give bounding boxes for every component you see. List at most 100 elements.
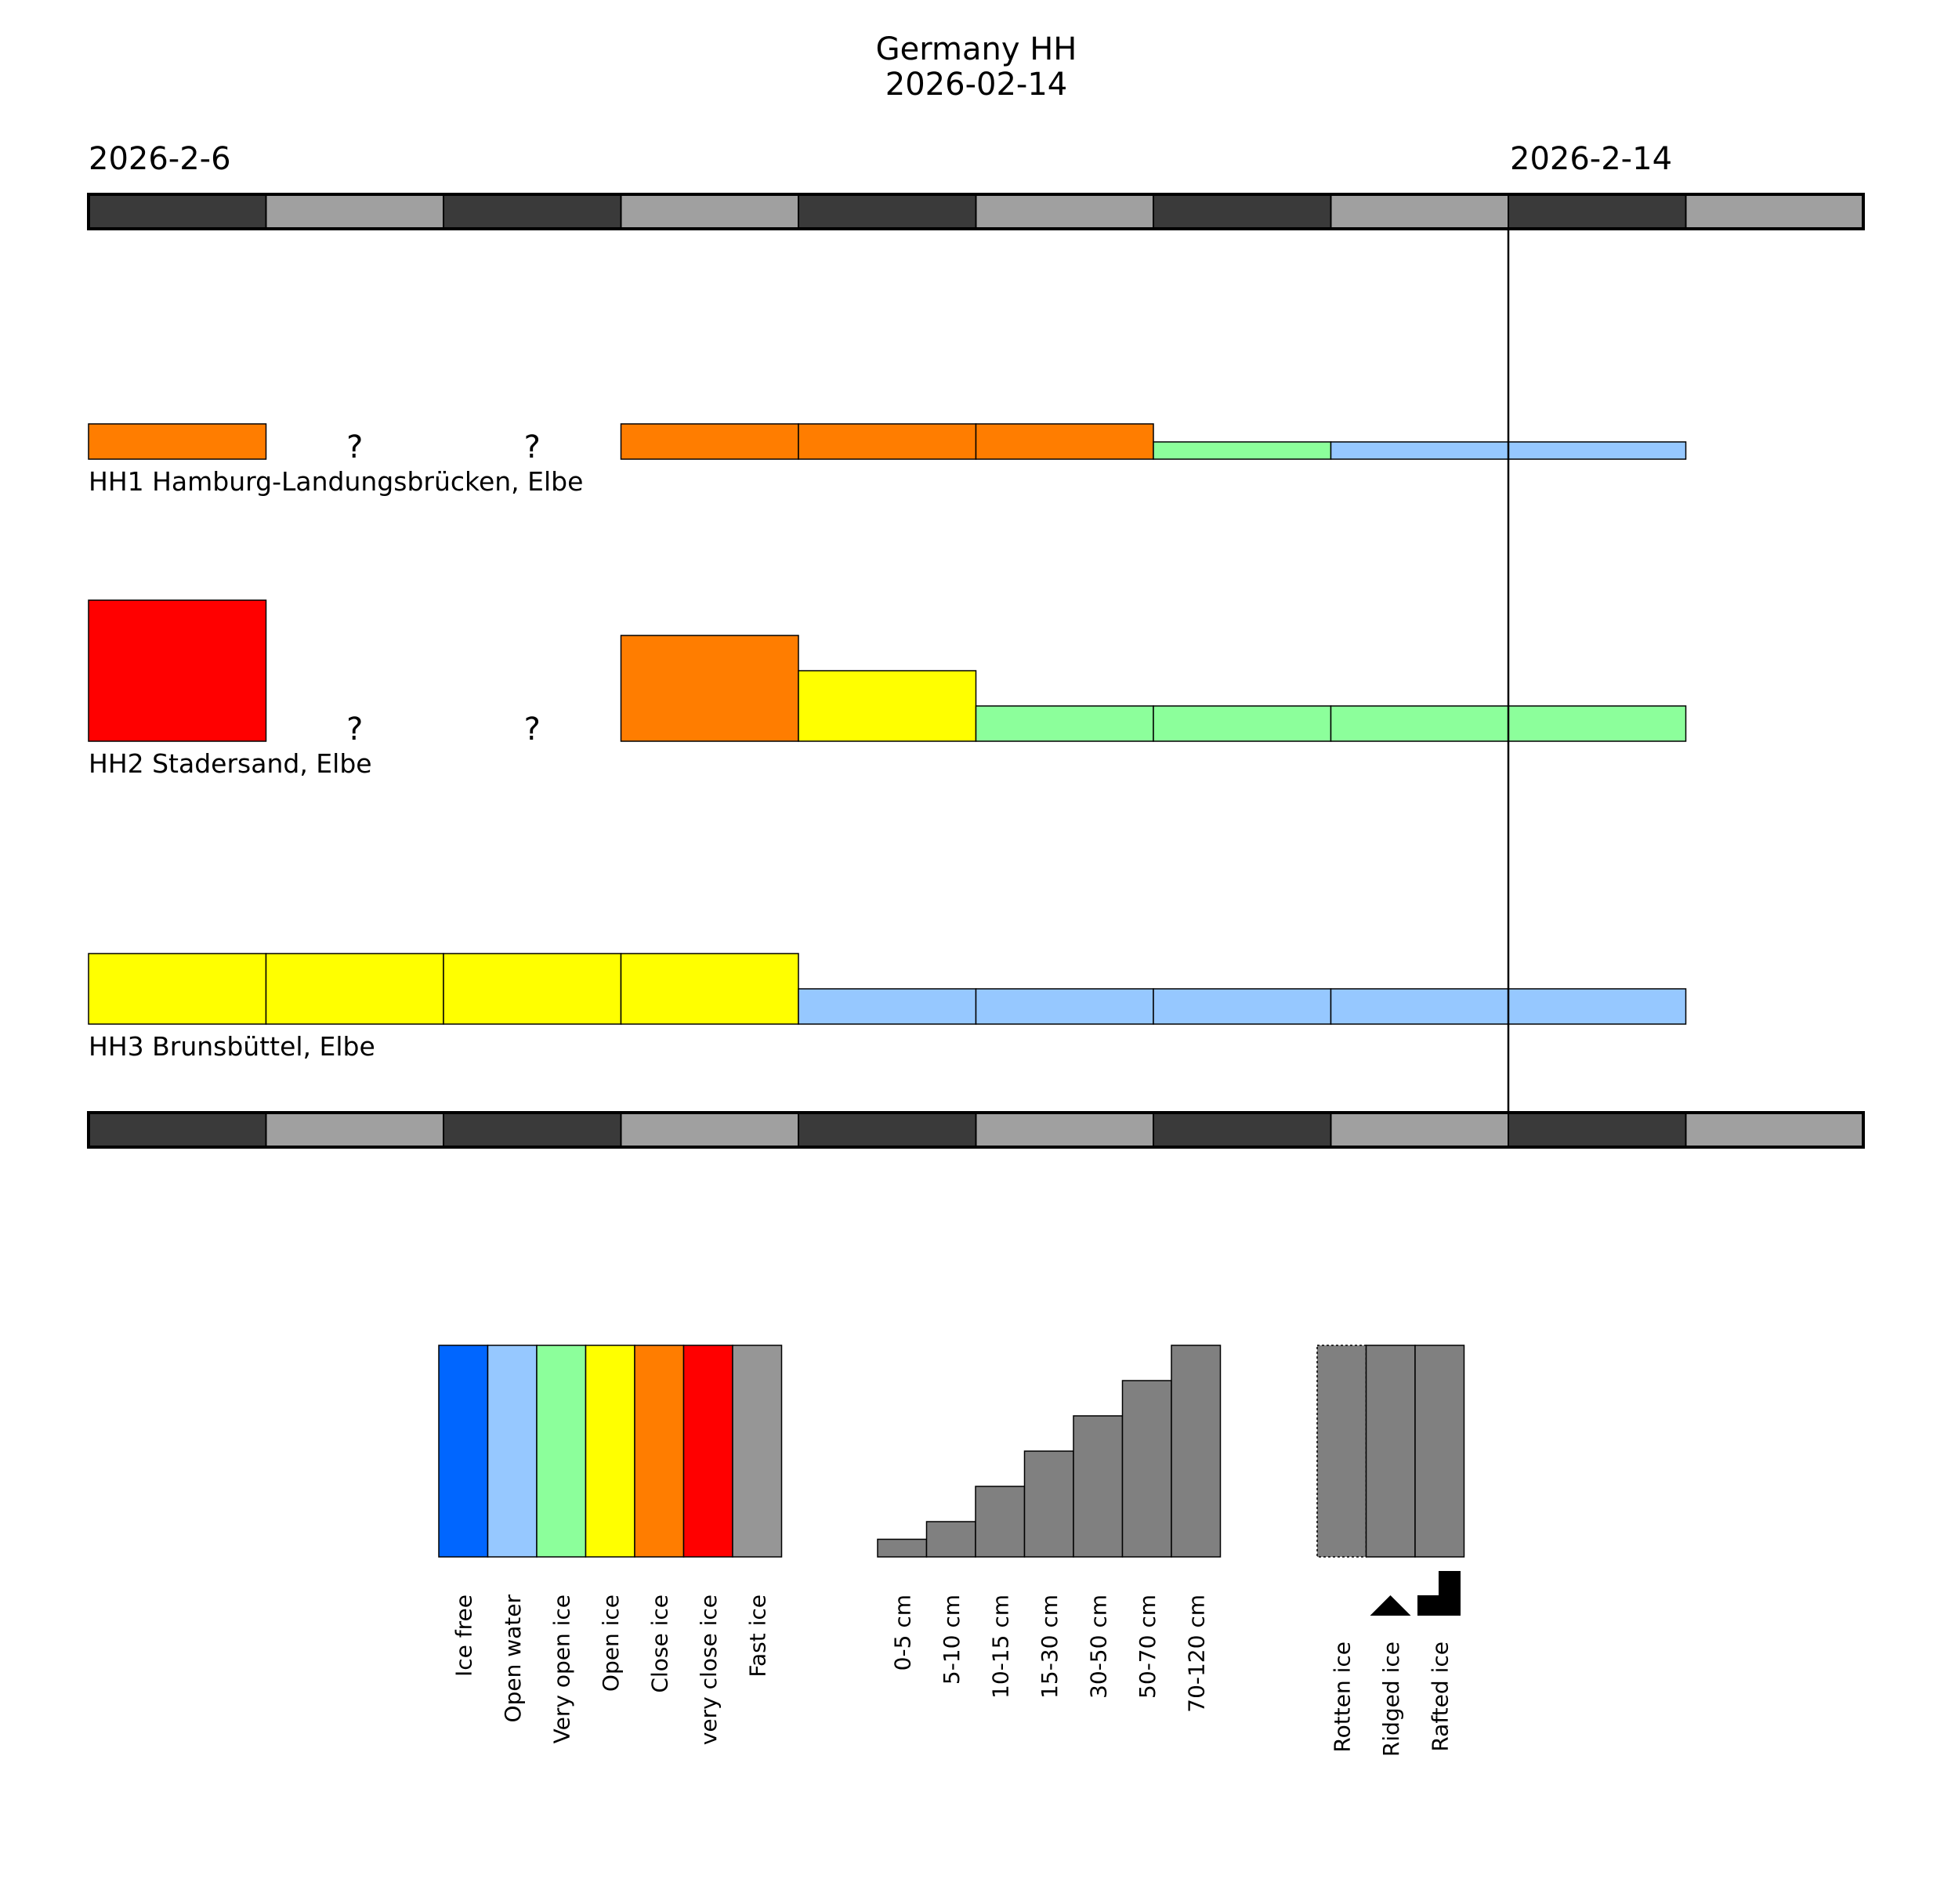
legend-swatch [536, 1345, 587, 1558]
legend-label: Ice free [451, 1595, 476, 1677]
station-row: HH3 Brunsbüttel, Elbe [88, 953, 1687, 1062]
legend-type-bar [1316, 1345, 1367, 1558]
ice-bar [620, 423, 799, 460]
legend-label: 30-50 cm [1085, 1595, 1111, 1699]
ice-bar [1508, 441, 1687, 460]
ice-bar [1153, 988, 1332, 1025]
legend-ice-types: Rotten ice Ridged ice Rafted ice [1316, 1345, 1465, 1757]
legend-label: 15-30 cm [1037, 1595, 1063, 1699]
legend-type-bar [1365, 1345, 1416, 1558]
ice-bar [1508, 705, 1687, 742]
legend-label: Open water [500, 1595, 526, 1723]
day-cell [443, 194, 622, 230]
ice-bar [620, 953, 799, 1025]
legend-label: Rafted ice [1427, 1642, 1453, 1752]
missing-data-mark: ? [346, 429, 363, 465]
ice-bar [265, 953, 444, 1025]
legend-thickness-bar [1023, 1450, 1074, 1558]
ice-bar [443, 953, 622, 1025]
legend-thickness: 0-5 cm 5-10 cm 10-15 cm 15-30 cm 30-50 cm 50-… [877, 1345, 1222, 1713]
ice-bar [1330, 441, 1509, 460]
day-strip-bottom [87, 1111, 1865, 1149]
day-cell [1330, 1112, 1509, 1148]
legend-label: 10-15 cm [987, 1595, 1013, 1699]
day-cell [798, 194, 977, 230]
day-strip-frame [87, 1111, 1865, 1149]
day-cell [443, 1112, 622, 1148]
legend-label: 0-5 cm [889, 1595, 915, 1671]
rafted-ice-icon [1417, 1571, 1461, 1616]
legend-label: Fast ice [744, 1595, 770, 1678]
day-cell [620, 1112, 799, 1148]
day-cell [975, 194, 1154, 230]
day-cell [1685, 194, 1864, 230]
day-cell [975, 1112, 1154, 1148]
legend-label: Close ice [646, 1595, 672, 1693]
legend-label: Open ice [598, 1595, 624, 1692]
chart-title-line-1: Germany HH [876, 31, 1077, 67]
day-cell [1153, 1112, 1332, 1148]
ice-bar [1508, 988, 1687, 1025]
legend-swatch [732, 1345, 783, 1558]
ice-bar [975, 988, 1154, 1025]
day-cell [265, 1112, 444, 1148]
missing-data-mark: ? [524, 429, 541, 465]
legend-label: 50-70 cm [1135, 1595, 1160, 1699]
station-label: HH3 Brunsbüttel, Elbe [89, 1031, 375, 1062]
day-cell [1508, 1112, 1687, 1148]
missing-data-mark: ? [346, 711, 363, 747]
ice-bar [88, 423, 267, 460]
station-row: ? ?HH2 Stadersand, Elbe [88, 599, 1687, 779]
day-cell [620, 194, 799, 230]
ice-bar [798, 988, 977, 1025]
ice-bar [1330, 988, 1509, 1025]
legend-label: 5-10 cm [939, 1595, 965, 1685]
legend-label: Very open ice [548, 1595, 574, 1743]
legend-type-bar [1414, 1345, 1465, 1558]
ice-bar [1330, 705, 1509, 742]
legend-thickness-bar [975, 1486, 1026, 1558]
ice-bar [1153, 705, 1332, 742]
day-cell [1508, 194, 1687, 230]
legend-swatch [682, 1345, 733, 1558]
station-label: HH2 Stadersand, Elbe [89, 748, 372, 779]
day-cell [265, 194, 444, 230]
station-rows: ? ?HH1 Hamburg-Landungsbrücken, Elbe? ?HH2… [88, 423, 1687, 1062]
day-cell [1330, 194, 1509, 230]
day-strip-top [87, 193, 1865, 230]
legend-swatch [585, 1345, 635, 1558]
day-cell [1153, 194, 1332, 230]
day-cell [1685, 1112, 1864, 1148]
legend-thickness-bar [877, 1538, 928, 1558]
ice-bar [1153, 441, 1332, 460]
station-row: ? ?HH1 Hamburg-Landungsbrücken, Elbe [88, 423, 1687, 497]
day-cell [88, 1112, 267, 1148]
start-date-label: 2026-2-6 [89, 141, 231, 177]
legend-label: Ridged ice [1378, 1642, 1404, 1757]
legend-swatch [634, 1345, 685, 1558]
day-strip-frame [87, 193, 1865, 230]
missing-data-mark: ? [524, 711, 541, 747]
ice-bar [975, 705, 1154, 742]
legend-swatch [438, 1345, 489, 1558]
ice-bar [88, 953, 267, 1025]
ice-bar [975, 423, 1154, 460]
station-label: HH1 Hamburg-Landungsbrücken, Elbe [89, 466, 583, 497]
ice-bar [798, 423, 977, 460]
day-cell [88, 194, 267, 230]
legend-thickness-bar [1171, 1345, 1222, 1558]
legend-thickness-bar [1073, 1415, 1124, 1558]
current-date-label: 2026-2-14 [1510, 141, 1672, 177]
legend-thickness-bar [1121, 1380, 1172, 1558]
ridged-ice-icon [1370, 1595, 1411, 1616]
ice-bar [88, 599, 267, 742]
legend-concentration: Ice free Open water Very open ice Open ice C… [438, 1345, 783, 1745]
legend-thickness-bar [925, 1521, 976, 1558]
ice-bar [620, 635, 799, 742]
legend-label: very close ice [696, 1595, 722, 1745]
chart-title-line-2: 2026-02-14 [885, 67, 1067, 103]
legend-label: Rotten ice [1329, 1642, 1355, 1753]
ice-bar [798, 670, 977, 742]
legend-swatch [487, 1345, 538, 1558]
